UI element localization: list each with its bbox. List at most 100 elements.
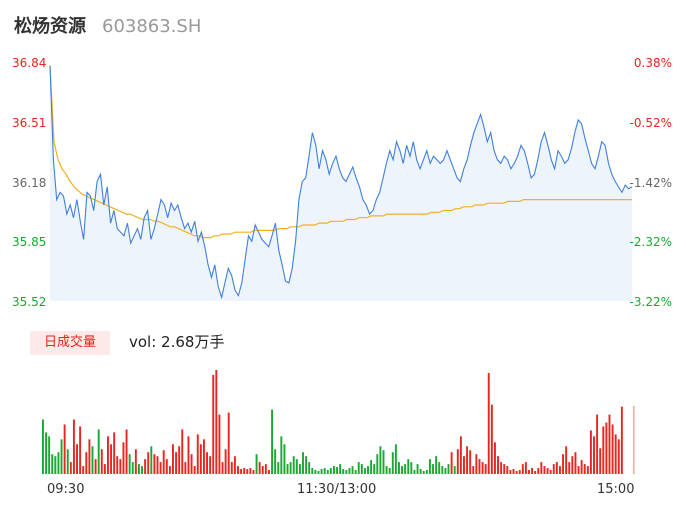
volume-bar [264, 464, 267, 474]
daily-volume-tab[interactable]: 日成交量 [30, 331, 110, 355]
volume-bar [311, 468, 314, 474]
time-label-close: 15:00 [597, 482, 635, 497]
volume-bar [246, 469, 249, 474]
volume-bar [199, 444, 202, 474]
volume-bar [128, 454, 131, 474]
volume-bar [302, 452, 304, 474]
volume-bar [218, 414, 221, 474]
volume-bar [447, 464, 450, 474]
pct-tick-0: 0.38% [633, 56, 672, 70]
volume-bar [286, 464, 289, 474]
volume-bar [540, 462, 543, 474]
volume-bar [209, 456, 212, 474]
volume-bar [385, 466, 388, 474]
volume-bar [432, 464, 434, 474]
volume-bar [233, 456, 236, 474]
volume-bar [227, 412, 230, 474]
volume-bar [249, 468, 252, 474]
volume-bar [546, 468, 549, 474]
volume-bar [512, 469, 515, 474]
volume-bar [110, 444, 113, 474]
pct-tick-1: -0.52% [629, 116, 672, 130]
time-label-open: 09:30 [47, 482, 85, 497]
volume-bar [410, 462, 413, 474]
volume-bar [376, 454, 379, 474]
volume-bar [617, 439, 620, 474]
volume-bar [515, 471, 518, 474]
volume-bar [258, 462, 261, 474]
volume-bar [323, 468, 326, 474]
volume-bar [558, 466, 561, 474]
volume-bar [336, 467, 339, 474]
volume-bar [48, 436, 51, 474]
volume-bar [571, 456, 574, 474]
volume-bar [509, 470, 512, 474]
volume-bar [521, 464, 524, 474]
volume-bar [240, 469, 243, 474]
volume-bar [292, 456, 295, 474]
volume-bar [620, 406, 623, 474]
volume-bar [224, 449, 227, 474]
volume-bar [407, 459, 410, 474]
volume-bar [237, 466, 239, 474]
price-tick-4: 35.52 [12, 295, 47, 309]
volume-bar [51, 454, 54, 474]
volume-bar [178, 446, 181, 474]
volume-bar [54, 456, 57, 474]
volume-bar [137, 464, 140, 474]
volume-bar [475, 454, 478, 474]
volume-bar [481, 462, 484, 474]
volume-bar [543, 466, 546, 474]
volume-bar [416, 464, 419, 474]
volume-bar [63, 424, 66, 474]
volume-bar [141, 466, 143, 474]
volume-bar [586, 466, 589, 474]
volume-bar [614, 434, 617, 474]
volume-bar [150, 446, 153, 474]
volume-bar [88, 439, 91, 474]
volume-bar [441, 466, 444, 474]
volume-bar [583, 464, 586, 474]
volume-bar [190, 454, 193, 474]
volume-bar [85, 452, 88, 474]
volume-bar [156, 456, 159, 474]
volume-bar [605, 422, 608, 474]
volume-bar [611, 424, 614, 474]
volume-bar [60, 439, 63, 474]
volume-bar [506, 466, 509, 474]
volume-bar [97, 429, 100, 474]
volume-bar [79, 426, 82, 474]
volume-bar [305, 456, 308, 474]
volume-bar [125, 429, 128, 474]
volume-bar [568, 462, 571, 474]
stock-code: 603863.SH [102, 16, 202, 37]
volume-bar [153, 454, 156, 474]
volume-bar [438, 462, 441, 474]
volume-bar [243, 468, 246, 474]
volume-bar [391, 452, 394, 474]
volume-bar [119, 459, 122, 474]
volume-bar [608, 414, 611, 474]
volume-bar [518, 470, 521, 474]
volume-bar [72, 419, 75, 474]
volume-bar [280, 436, 283, 474]
volume-bar [351, 466, 354, 474]
volume-bar [453, 466, 456, 474]
volume-bar [283, 444, 286, 474]
volume-bar [175, 452, 178, 474]
volume-bar [456, 449, 459, 474]
volume-bar [147, 452, 150, 474]
volume-bar [398, 462, 400, 474]
volume-bar [478, 459, 481, 474]
volume-bar [593, 436, 595, 474]
volume-bar [404, 464, 407, 474]
volume-bar [131, 462, 134, 474]
volume-bar [435, 456, 438, 474]
volume-bar [354, 470, 357, 474]
volume-bar [342, 469, 345, 474]
volume-bar [66, 449, 69, 474]
volume-bar [472, 466, 475, 474]
volume-bar [562, 454, 565, 474]
volume-bar [202, 439, 205, 474]
